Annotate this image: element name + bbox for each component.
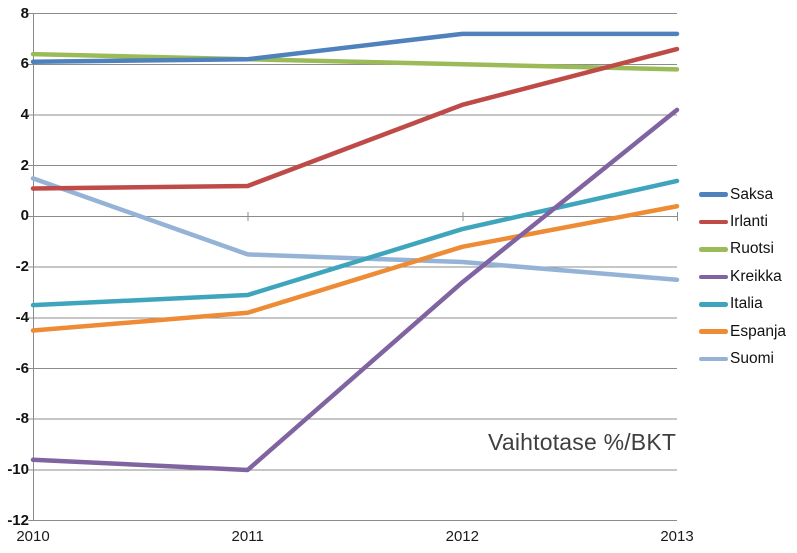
legend-label: Espanja [730,322,787,340]
legend-swatch [699,192,728,197]
x-axis-tick-label: 2011 [231,528,264,545]
y-axis-tick-label: -10 [7,460,29,478]
x-axis-tick-label: 2013 [660,528,694,545]
x-axis-tick-label: 2010 [16,528,50,545]
legend-item-irlanti: Irlanti [699,208,786,235]
legend-item-italia: Italia [699,291,786,318]
y-axis-tick-label: 6 [20,55,29,73]
legend-item-ruotsi: Ruotsi [699,236,786,263]
legend-item-suomi: Suomi [699,345,786,372]
legend-item-saksa: Saksa [699,181,786,208]
legend-label: Suomi [730,350,774,368]
legend-label: Italia [730,295,763,313]
y-axis-tick-label: -8 [15,410,29,428]
legend: Saksa Irlanti Ruotsi Kreikka Italia Espanja Su… [699,181,786,373]
y-axis-tick-label: -2 [15,258,29,276]
legend-item-kreikka: Kreikka [699,263,786,290]
series-line-ruotsi [30,51,680,72]
y-axis-tick-label: 0 [20,207,29,225]
legend-swatch [699,274,728,280]
y-axis-tick-label: 8 [20,4,29,22]
legend-label: Kreikka [730,267,782,285]
legend-item-espanja: Espanja [699,318,786,345]
series-line-saksa [30,31,680,64]
chart-annotation-title: Vaihtotase %/BKT [488,429,677,455]
legend-label: Irlanti [730,213,768,231]
y-axis-tick-label: -12 [7,511,29,529]
x-axis-tick-label: 2012 [445,528,479,545]
legend-swatch [699,247,728,252]
series-line-suomi [30,176,680,283]
y-axis-tick-label: -6 [15,359,29,377]
legend-swatch [699,329,728,334]
legend-label: Saksa [730,185,774,203]
series-line-italia [30,178,680,308]
y-axis-tick-label: 4 [20,105,29,123]
legend-swatch [699,219,728,225]
legend-label: Ruotsi [730,240,774,258]
legend-swatch [699,301,728,307]
y-axis-tick-label: -4 [15,308,29,326]
series-line-irlanti [30,46,680,191]
y-axis-tick-label: 2 [20,156,29,174]
series-line-espanja [30,204,680,333]
series-line-kreikka [30,107,680,473]
legend-swatch [699,356,728,362]
